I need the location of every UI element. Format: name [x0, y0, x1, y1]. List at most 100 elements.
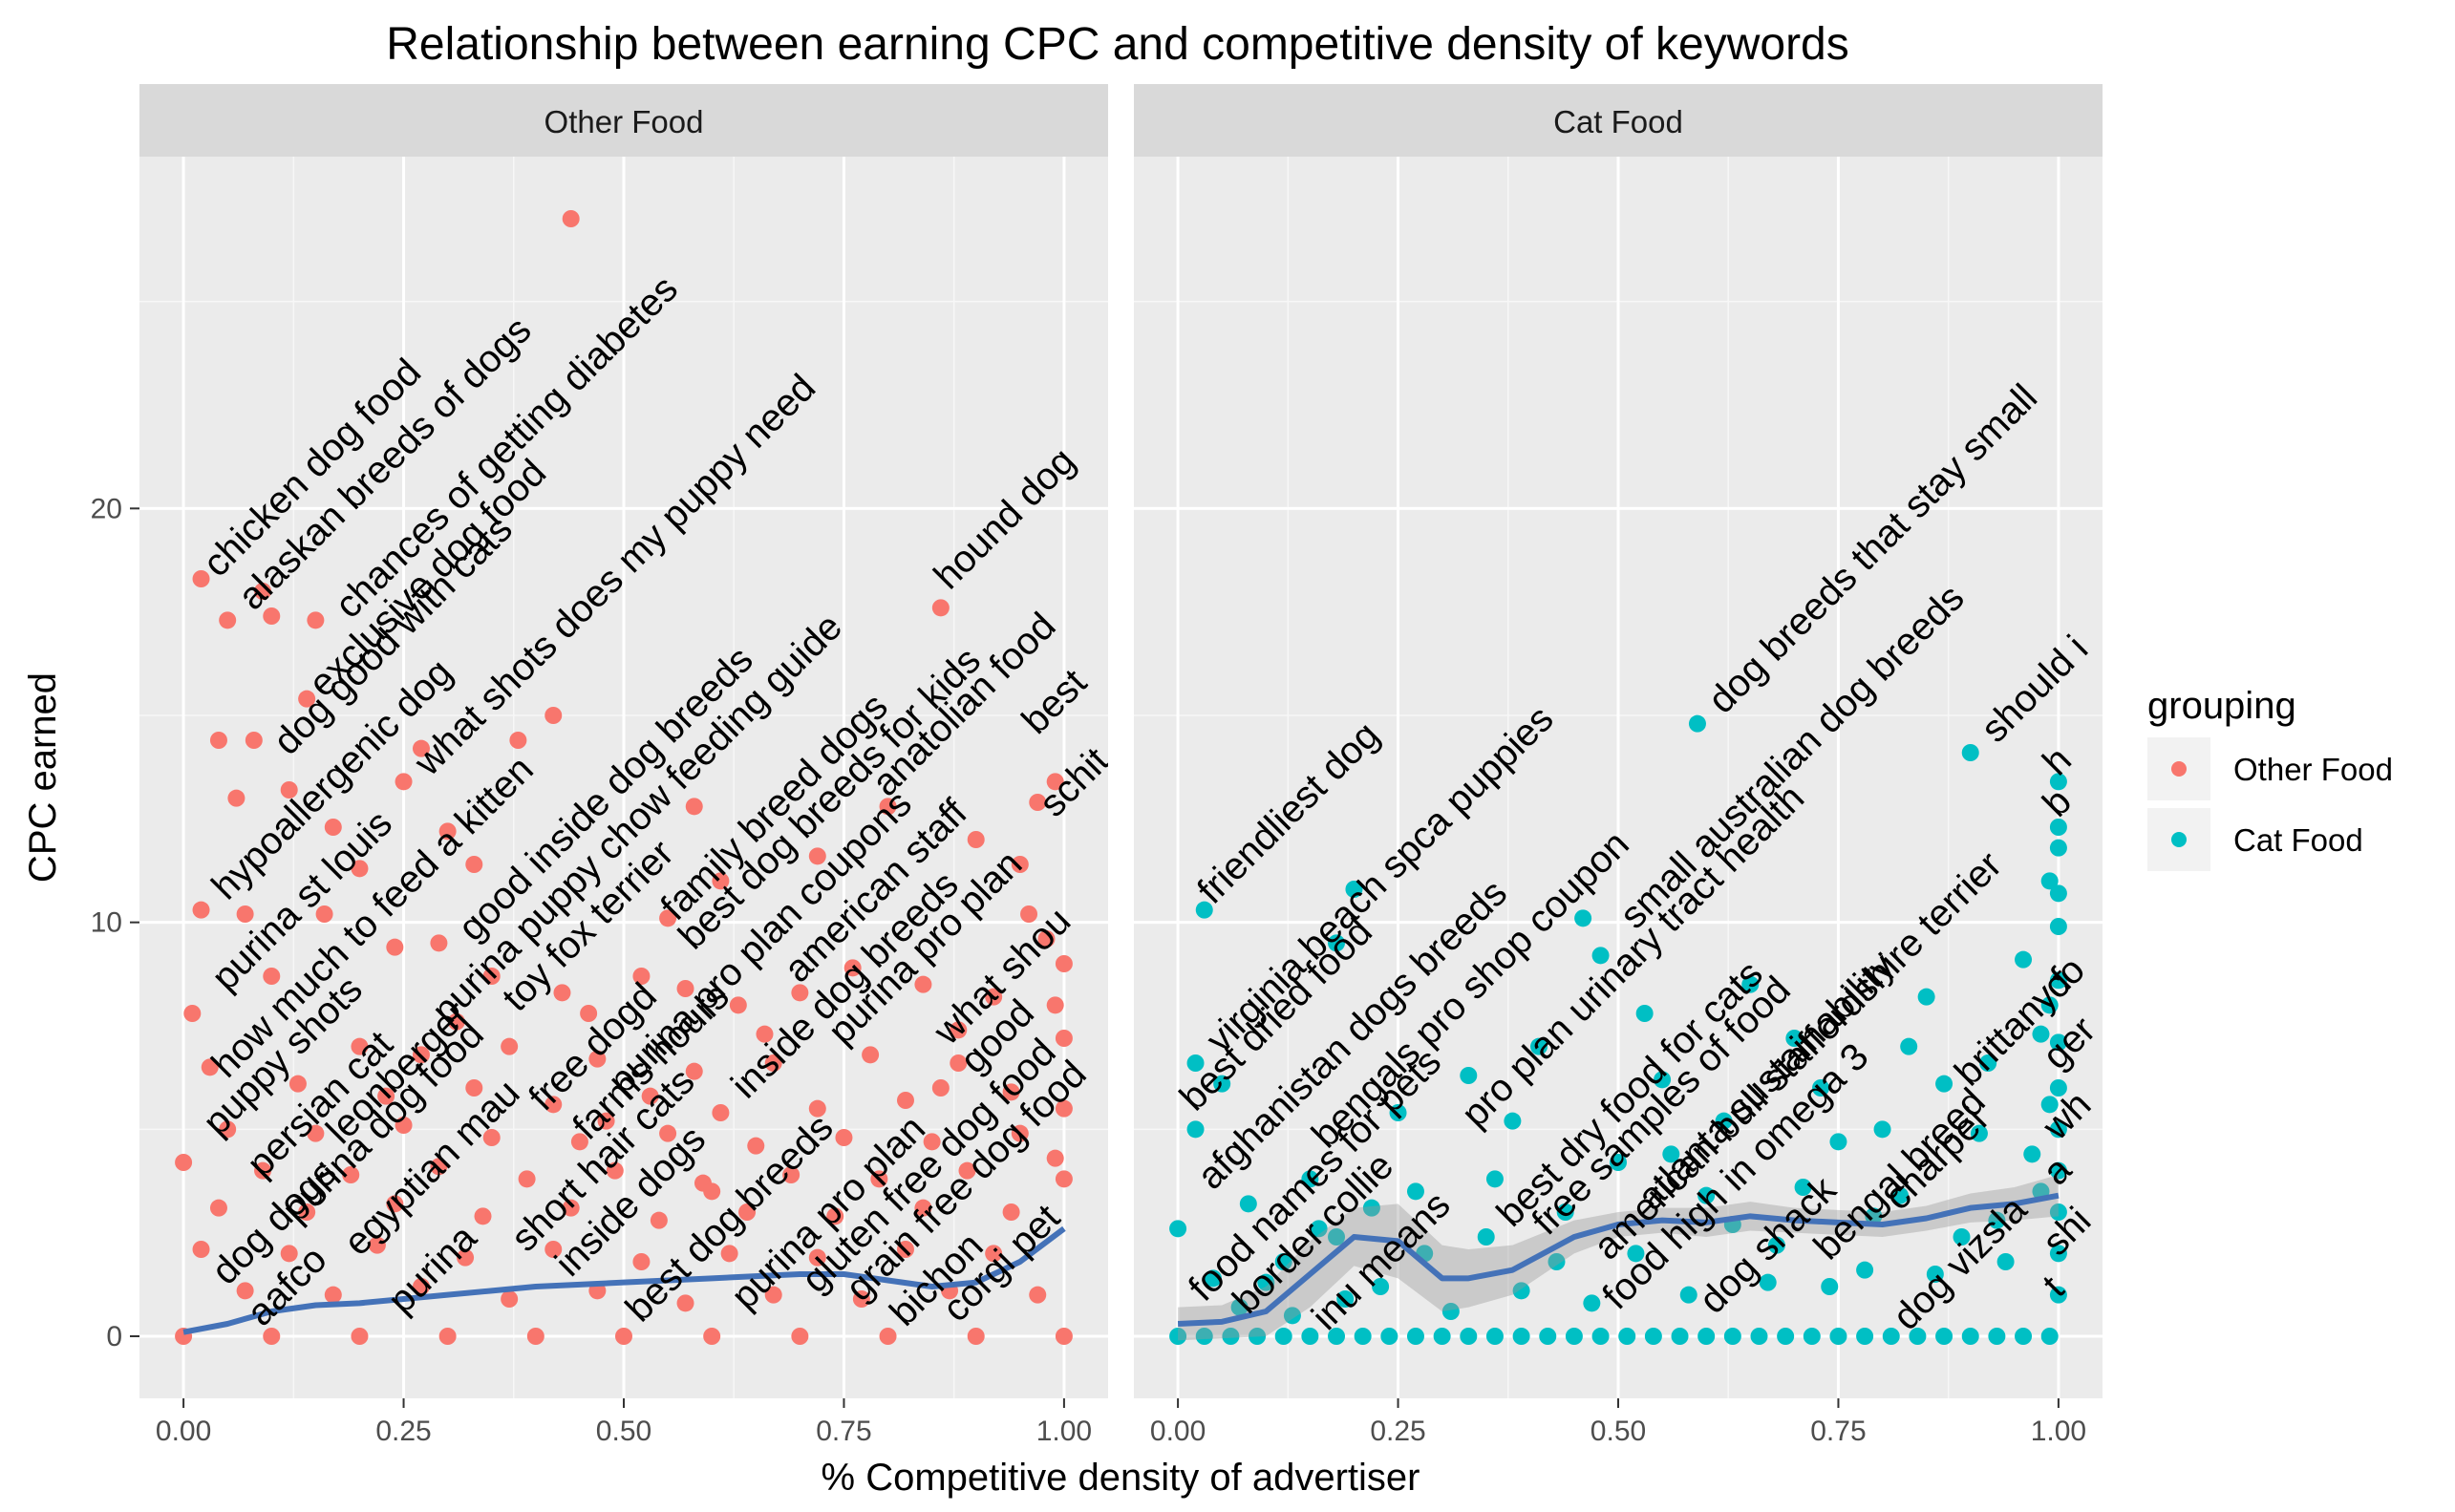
- data-point: [1011, 1124, 1029, 1142]
- data-point: [2049, 1120, 2067, 1139]
- data-point: [280, 1245, 298, 1263]
- data-point: [395, 773, 413, 791]
- data-point: [438, 1328, 457, 1345]
- data-point: [1935, 1328, 1953, 1345]
- data-point: [1583, 1294, 1601, 1312]
- data-point: [263, 607, 281, 625]
- smooth-line: [1177, 1192, 2060, 1327]
- data-point: [1961, 1328, 1979, 1345]
- data-point: [1803, 1328, 1821, 1345]
- data-point: [1644, 1328, 1662, 1345]
- data-point: [712, 1104, 730, 1121]
- data-point: [2040, 872, 2059, 890]
- data-point: [1301, 1170, 1319, 1188]
- data-point: [1310, 1220, 1328, 1238]
- data-point: [950, 1054, 968, 1072]
- data-point: [1169, 1328, 1187, 1345]
- data-point: [1697, 1186, 1716, 1204]
- data-point: [1988, 1211, 2006, 1229]
- data-point: [1900, 1037, 1918, 1055]
- data-point: [1055, 1099, 1073, 1118]
- data-point: [465, 856, 483, 873]
- data-point: [544, 1241, 563, 1258]
- strip-other-food: [139, 84, 1108, 157]
- grid-cat-food: [1134, 157, 2103, 1398]
- data-point: [1222, 1328, 1240, 1345]
- y-tick-label: 10: [91, 907, 122, 939]
- data-point: [1406, 1328, 1424, 1345]
- data-point: [1890, 1186, 1909, 1204]
- y-axis-title: CPC earned: [22, 672, 64, 883]
- data-point: [368, 1236, 386, 1254]
- data-point: [501, 1037, 519, 1055]
- data-point: [192, 1241, 210, 1258]
- data-point: [923, 1133, 941, 1151]
- data-point: [553, 984, 571, 1002]
- data-point: [597, 1112, 615, 1130]
- x-axis-title: % Competitive density of advertiser: [822, 1457, 1420, 1499]
- legend-swatch-cat-food: [2171, 832, 2187, 847]
- data-point: [985, 988, 1003, 1006]
- data-point: [1362, 1199, 1380, 1217]
- data-point: [1539, 1328, 1557, 1345]
- data-point: [1979, 1054, 1997, 1072]
- data-point: [2049, 1079, 2067, 1097]
- data-point: [914, 975, 932, 993]
- smooth-confidence-band: [1178, 1175, 2059, 1341]
- data-point: [245, 732, 263, 749]
- data-point: [685, 798, 703, 816]
- data-point: [1002, 1203, 1020, 1221]
- data-point: [1812, 1079, 1830, 1097]
- data-point: [1301, 1328, 1319, 1345]
- data-point: [896, 1092, 914, 1109]
- legend: grouping Other Food Cat Food: [2147, 685, 2393, 871]
- data-point: [580, 1005, 598, 1022]
- legend-label-cat-food: Cat Food: [2233, 822, 2363, 858]
- data-point: [896, 1241, 914, 1258]
- smooth-line: [182, 1225, 1066, 1335]
- data-point: [1186, 1120, 1205, 1139]
- data-point: [1856, 1328, 1874, 1345]
- data-point: [1046, 996, 1064, 1014]
- data-point: [412, 1046, 430, 1064]
- data-point: [2049, 773, 2067, 791]
- data-point: [377, 1087, 395, 1105]
- data-point: [791, 1328, 809, 1345]
- data-point: [1328, 1228, 1346, 1246]
- data-point: [1328, 934, 1346, 952]
- data-point: [1759, 1273, 1777, 1291]
- data-point: [1239, 1195, 1257, 1213]
- data-point: [263, 1328, 281, 1345]
- data-point: [1485, 1170, 1504, 1188]
- data-point: [826, 1207, 844, 1225]
- data-point: [1477, 1228, 1495, 1246]
- data-point: [1186, 1054, 1205, 1072]
- data-point: [412, 1278, 430, 1295]
- data-point: [685, 1062, 703, 1080]
- data-point: [2040, 1096, 2059, 1114]
- x-tick-label: 0.50: [1590, 1416, 1646, 1447]
- data-point: [1055, 1170, 1073, 1188]
- data-point: [1512, 1328, 1530, 1345]
- data-point: [615, 1328, 632, 1345]
- data-point: [808, 847, 826, 865]
- data-point: [1485, 1328, 1504, 1345]
- legend-label-other-food: Other Food: [2233, 752, 2393, 787]
- data-point: [518, 1170, 536, 1188]
- data-point: [1610, 1154, 1627, 1171]
- data-point: [1020, 905, 1038, 923]
- data-point: [1011, 856, 1029, 873]
- data-point: [1926, 1266, 1944, 1283]
- legend-swatch-other-food: [2171, 761, 2187, 777]
- data-point: [1029, 794, 1047, 811]
- data-point: [457, 1248, 475, 1267]
- data-point: [1195, 901, 1213, 919]
- data-point: [1055, 1030, 1073, 1047]
- data-point: [1750, 1328, 1768, 1345]
- data-point: [2015, 950, 2033, 969]
- data-point: [1055, 955, 1073, 972]
- data-point: [570, 1133, 588, 1151]
- data-point: [2049, 1245, 2067, 1263]
